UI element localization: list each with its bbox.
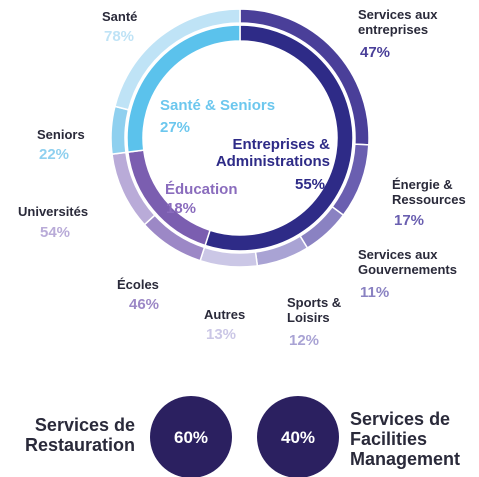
outer-label: Santé xyxy=(102,9,138,24)
inner-label: Santé & Seniors xyxy=(160,97,276,114)
share-circle xyxy=(257,396,339,477)
outer-label: Autres xyxy=(204,307,246,322)
share-value: 40% xyxy=(281,428,315,447)
service-label: Services de Facilities Management xyxy=(350,409,461,469)
inner-label: Éducation xyxy=(165,181,238,198)
outer-value: 12% xyxy=(289,332,320,349)
share-value: 60% xyxy=(174,428,208,447)
outer-value: 46% xyxy=(129,296,160,313)
inner-label: Entreprises & Administrations xyxy=(215,136,330,171)
outer-label: Écoles xyxy=(117,277,159,292)
outer-label: Universités xyxy=(18,204,89,219)
outer-value: 22% xyxy=(39,146,70,163)
outer-label: Énergie & Ressources xyxy=(392,177,466,207)
inner-value: 18% xyxy=(166,200,197,217)
outer-value: 11% xyxy=(360,284,390,301)
outer-value: 47% xyxy=(360,44,391,61)
outer-label: Services aux Gouvernements xyxy=(358,247,457,277)
inner-segment xyxy=(126,24,241,154)
outer-label: Seniors xyxy=(37,127,85,142)
outer-label: Sports & Loisirs xyxy=(287,295,342,325)
inner-value: 27% xyxy=(160,119,191,136)
outer-segment xyxy=(110,105,130,156)
outer-value: 54% xyxy=(40,224,71,241)
outer-segment xyxy=(114,8,241,111)
service-label: Services de Restauration xyxy=(24,415,135,455)
inner-value: 55% xyxy=(295,176,326,193)
share-circle xyxy=(150,396,232,477)
outer-value: 78% xyxy=(104,28,135,45)
outer-value: 17% xyxy=(394,212,425,229)
outer-label: Services aux entreprises xyxy=(358,7,438,37)
outer-value: 13% xyxy=(206,326,237,343)
